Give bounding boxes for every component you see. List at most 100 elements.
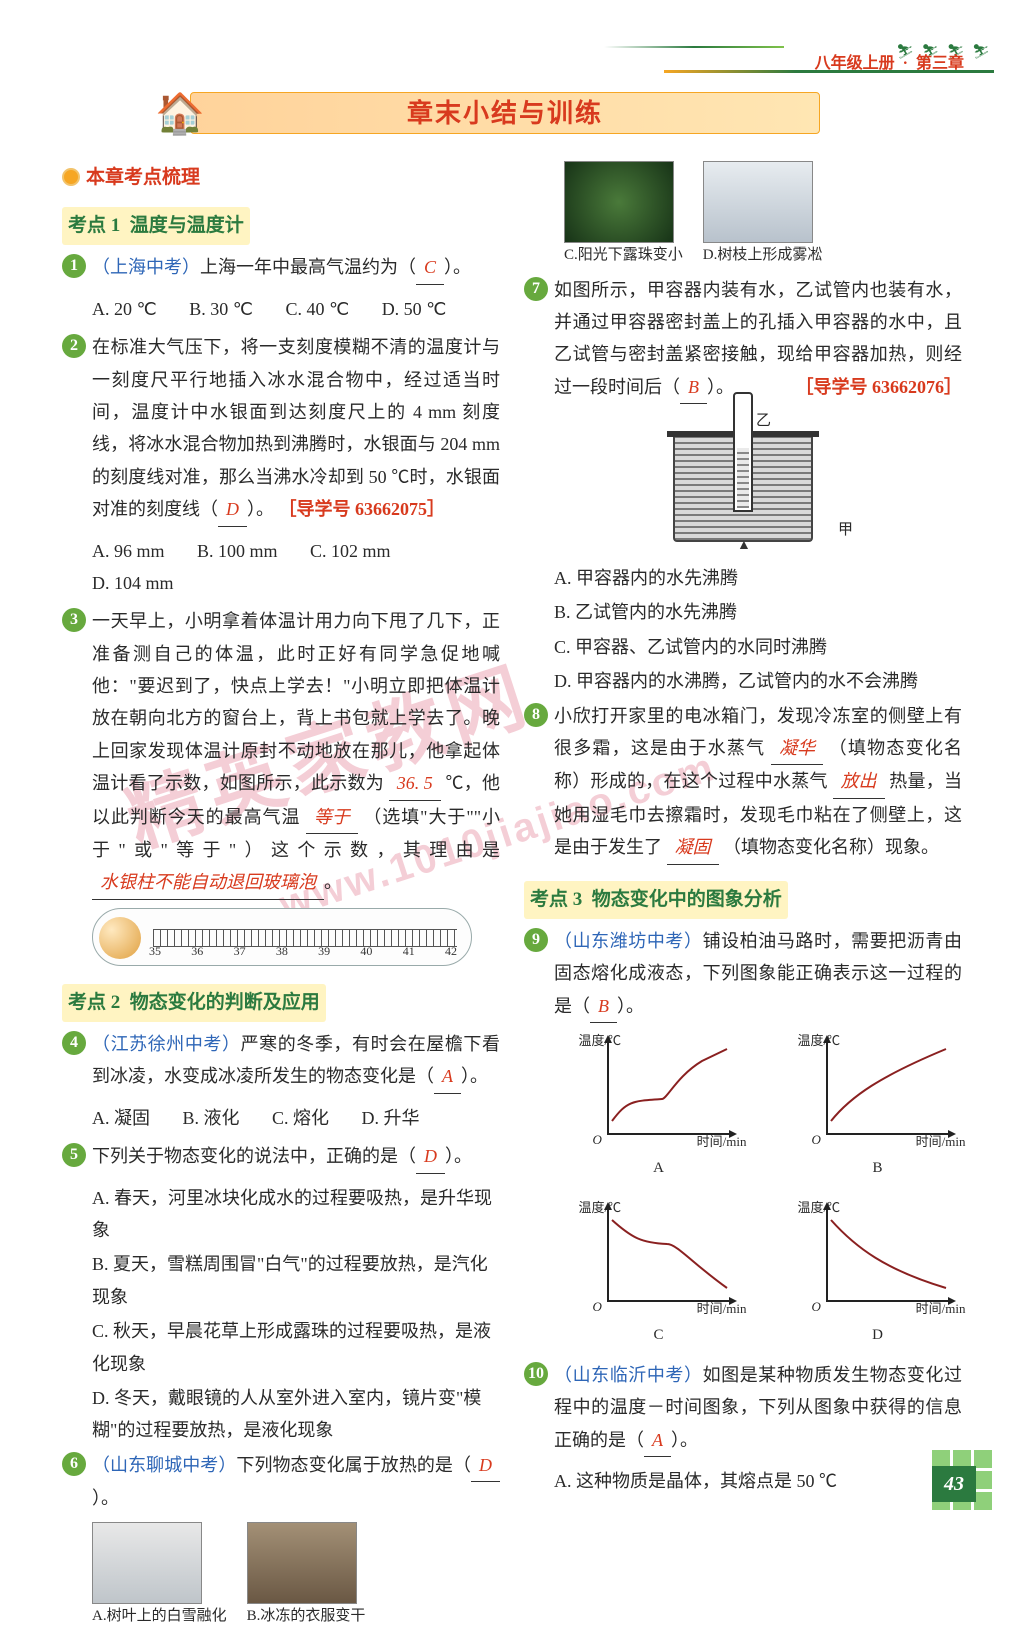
q7-tube-water (737, 448, 749, 508)
q2-daoxue: ［导学号 63662075］ (279, 499, 446, 519)
header-stripe (664, 70, 994, 73)
left-column: 本章考点梳理 考点 1 温度与温度计 1 （上海中考）上海一年中最高气温约为（C… (62, 155, 500, 1635)
q1-opt-b: B. 30 ℃ (189, 293, 253, 325)
chart-b-path (831, 1049, 946, 1121)
t35: 35 (149, 941, 161, 963)
q4-answer: A (434, 1060, 461, 1093)
q9-chart-a-cell: 温度/℃ 时间/min O A (574, 1033, 743, 1182)
chart-d-path (831, 1220, 946, 1288)
q3-text-a: 一天早上，小明拿着体温计用力向下甩了几下，正准备测自己的体温，此时正好有同学急促… (92, 611, 500, 793)
t37: 37 (234, 941, 246, 963)
q6-thumb-d (703, 161, 813, 243)
q4-opt-c: C. 熔化 (272, 1102, 329, 1134)
bullet-icon (62, 168, 80, 186)
question-10: 10 （山东临沂中考）如图是某种物质发生物态变化过程中的温度－时间图象，下列从图… (524, 1359, 962, 1457)
kaodian-1-title: 温度与温度计 (130, 215, 244, 236)
kaodian-2-label: 考点 2 (68, 992, 120, 1013)
q9-chart-b: 温度/℃ 时间/min O (798, 1033, 958, 1153)
q10-opt-a: A. 这种物质是晶体，其熔点是 50 ℃ (554, 1465, 962, 1497)
q2-tail: ）。 (247, 499, 274, 519)
q6-tail: ）。 (92, 1488, 119, 1508)
q3-blank-1: 36. 5 (389, 767, 441, 800)
t39: 39 (318, 941, 330, 963)
q3-text-c: 。 (324, 872, 342, 892)
q9-chart-a: 温度/℃ 时间/min O (579, 1033, 739, 1153)
page-number: 43 (932, 1466, 976, 1502)
q6-image-row-right: C.阳光下露珠变小 D.树枝上形成雾凇 (564, 161, 962, 266)
chart-a-origin: O (593, 1128, 602, 1151)
t40: 40 (360, 941, 372, 963)
chart-c-origin: O (593, 1295, 602, 1318)
question-number-6: 6 (62, 1452, 86, 1476)
q1-text: 上海一年中最高气温约为（ (200, 257, 416, 277)
q5-opt-c: C. 秋天，早晨花草上形成露珠的过程要吸热，是液化现象 (92, 1315, 500, 1380)
chart-d-curve (826, 1208, 950, 1302)
q6-img-b-cell: B.冰冻的衣服变干 (247, 1522, 366, 1627)
q2-opt-d: D. 104 mm (92, 567, 174, 599)
q6-thumb-a (92, 1522, 202, 1604)
chart-a-curve (607, 1041, 731, 1135)
q6-img-c-label: C.阳光下露珠变小 (564, 246, 683, 266)
q7-opt-d: D. 甲容器内的水沸腾，乙试管内的水不会沸腾 (554, 665, 962, 697)
right-column: C.阳光下露珠变小 D.树枝上形成雾凇 7 如图所示，甲容器内装有水，乙试管内也… (524, 155, 962, 1635)
q9-answer: B (590, 990, 617, 1023)
q6-source: （山东聊城中考） (92, 1455, 236, 1475)
kaodian-1: 考点 1 温度与温度计 (62, 207, 250, 245)
kaodian-1-label: 考点 1 (68, 215, 120, 236)
q5-answer: D (416, 1140, 445, 1173)
chart-c-path (612, 1220, 727, 1288)
chart-c-curve (607, 1208, 731, 1302)
kaodian-2-title: 物态变化的判断及应用 (130, 992, 320, 1013)
question-number-8: 8 (524, 703, 548, 727)
q10-answer: A (644, 1424, 671, 1457)
q2-opt-a: A. 96 mm (92, 535, 165, 567)
q1-opt-c: C. 40 ℃ (285, 293, 349, 325)
q5-opt-a: A. 春天，河里冰块化成水的过程要吸热，是升华现象 (92, 1182, 500, 1247)
question-6: 6 （山东聊城中考）下列物态变化属于放热的是（D）。 (62, 1449, 500, 1515)
question-8: 8 小欣打开家里的电冰箱门，发现冷冻室的侧壁上有很多霜，这是由于水蒸气 凝华 （… (524, 700, 962, 865)
question-number-4: 4 (62, 1031, 86, 1055)
q2-text: 在标准大气压下，将一支刻度模糊不清的温度计与一刻度尺平行地插入冰水混合物中，经过… (92, 337, 500, 519)
chart-d-origin: O (812, 1295, 821, 1318)
chapter-title: 章末小结与训练 (407, 99, 603, 128)
chart-c-label: C (574, 1322, 743, 1349)
q6-img-a-label: A.树叶上的白雪融化 (92, 1607, 227, 1627)
kaodian-2: 考点 2 物态变化的判断及应用 (62, 984, 326, 1022)
content-columns: 本章考点梳理 考点 1 温度与温度计 1 （上海中考）上海一年中最高气温约为（C… (62, 155, 962, 1635)
q4-options: A. 凝固 B. 液化 C. 熔化 D. 升华 (62, 1102, 500, 1134)
kaodian-3-label: 考点 3 (530, 889, 582, 910)
q3-blank-2: 等于 (306, 801, 358, 834)
kaodian-3-title: 物态变化中的图象分析 (592, 889, 782, 910)
chart-b-label: B (793, 1155, 962, 1182)
q4-source: （江苏徐州中考） (92, 1034, 241, 1054)
q5-opt-d: D. 冬天，戴眼镜的人从室外进入室内，镜片变"模糊"的过程要放热，是液化现象 (92, 1382, 500, 1447)
t36: 36 (191, 941, 203, 963)
section-heading: 本章考点梳理 (62, 161, 500, 195)
q7-tube (733, 392, 753, 512)
q7-answer: B (680, 371, 707, 404)
title-icon: 🏠 (155, 78, 205, 150)
q7-daoxue: ［导学号 63662076］ (796, 371, 963, 403)
q9-chart-b-cell: 温度/℃ 时间/min O B (793, 1033, 962, 1182)
q5-options: A. 春天，河里冰块化成水的过程要吸热，是升华现象 B. 夏天，雪糕周围冒"白气… (62, 1182, 500, 1447)
chart-d-label: D (793, 1322, 962, 1349)
chart-a-path (612, 1049, 727, 1121)
question-number-3: 3 (62, 608, 86, 632)
thermometer-figure: 35 36 37 38 39 40 41 42 (92, 908, 472, 966)
q6-img-b-label: B.冰冻的衣服变干 (247, 1607, 366, 1627)
thermometer-labels: 35 36 37 38 39 40 41 42 (149, 941, 457, 963)
t42: 42 (445, 941, 457, 963)
q1-opt-a: A. 20 ℃ (92, 293, 157, 325)
q1-tail: ）。 (444, 257, 471, 277)
q9-chart-d-cell: 温度/℃ 时间/min O D (793, 1200, 962, 1349)
chart-b-origin: O (812, 1128, 821, 1151)
q6-img-d-cell: D.树枝上形成雾凇 (703, 161, 823, 266)
question-number-5: 5 (62, 1143, 86, 1167)
q4-opt-d: D. 升华 (362, 1102, 420, 1134)
q3-blank-3: 水银柱不能自动退回玻璃泡 (92, 866, 324, 899)
question-number-2: 2 (62, 334, 86, 358)
question-2: 2 在标准大气压下，将一支刻度模糊不清的温度计与一刻度尺平行地插入冰水混合物中，… (62, 331, 500, 526)
header-decoration-line (604, 46, 784, 48)
q8-text-d: （填物态变化名称）现象。 (723, 837, 939, 857)
chapter-title-box: 章末小结与训练 (190, 92, 820, 134)
